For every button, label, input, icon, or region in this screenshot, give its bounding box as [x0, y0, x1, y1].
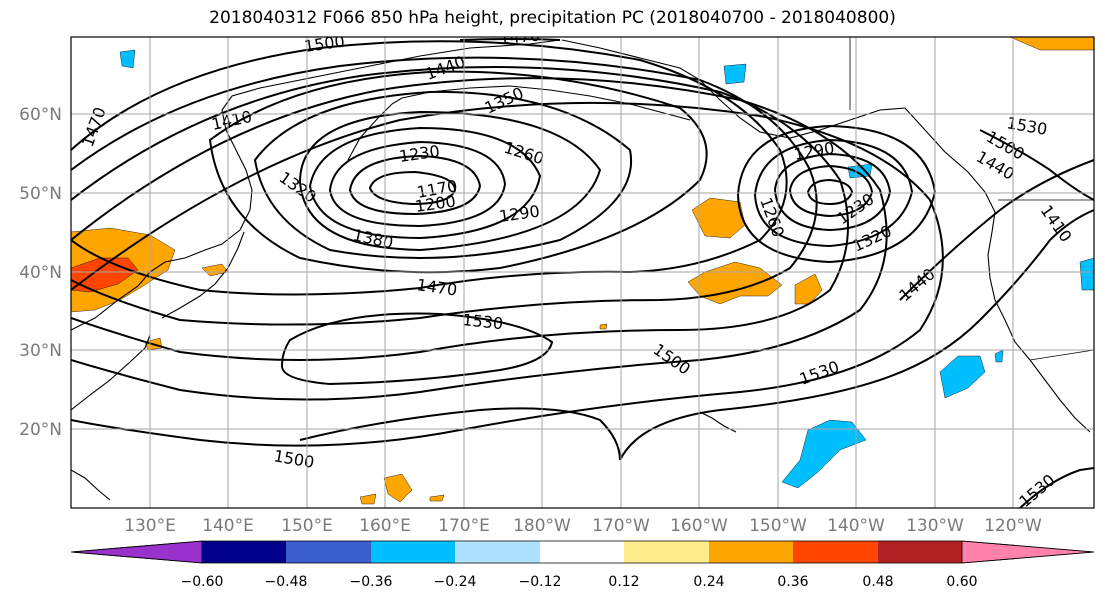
contour-1200	[348, 154, 482, 216]
coastline-alaska	[561, 39, 906, 139]
longitude-labels: 130°E 140°E 150°E 160°E 170°E 180°W 170°…	[124, 516, 1042, 536]
longitude-label: 150°W	[749, 516, 807, 536]
latitude-label: 40°N	[19, 263, 62, 283]
coastline-south-islands	[71, 469, 111, 501]
latitude-labels: 60°N 50°N 40°N 30°N 20°N	[19, 105, 62, 440]
latitude-label: 60°N	[19, 105, 62, 125]
anomaly-patch-south-4	[599, 323, 608, 330]
colorbar-label: 0.24	[693, 574, 724, 590]
anomaly-patch-south-1	[383, 473, 413, 503]
latitude-label: 20°N	[19, 420, 62, 440]
anomaly-patch-blue-4	[994, 349, 1004, 363]
longitude-label: 180°W	[513, 516, 571, 536]
colorbar-label: −0.12	[519, 574, 562, 590]
longitude-label: 150°E	[281, 516, 333, 536]
contour-1230	[328, 140, 507, 228]
anomaly-patch-california-offshore	[939, 355, 986, 399]
contour-1260-w	[308, 126, 542, 240]
contour-1500-b	[299, 407, 621, 461]
latitude-label: 50°N	[19, 184, 62, 204]
latitude-label: 30°N	[19, 341, 62, 361]
longitude-label: 160°E	[359, 516, 411, 536]
colorbar-labels: −0.60 −0.48 −0.36 −0.24 −0.12 0.12 0.24 …	[181, 574, 978, 590]
contour-1410	[71, 56, 818, 326]
longitude-label: 160°W	[670, 516, 728, 536]
contour-1170-e	[806, 178, 854, 206]
colorbar-bin	[624, 541, 709, 563]
contour-1470	[71, 77, 888, 401]
anomaly-patch-gulf-3	[794, 273, 823, 305]
colorbar-label: −0.48	[265, 574, 308, 590]
colorbar-label: 0.12	[608, 574, 639, 590]
contour-1230-e	[773, 152, 892, 232]
contour-1320-w	[253, 90, 633, 259]
contour-1500-a	[71, 101, 944, 447]
map-title: 2018040312 F066 850 hPa height, precipit…	[209, 8, 896, 28]
longitude-label: 130°E	[124, 516, 176, 536]
anomaly-patch-hawaii-east	[781, 419, 867, 489]
longitude-label: 140°W	[827, 516, 885, 536]
colorbar-bin	[793, 541, 878, 563]
longitude-label: 130°W	[906, 516, 964, 536]
coastline-japan	[161, 231, 245, 319]
contour-1260-e	[753, 138, 914, 248]
contour-label: 1530	[462, 310, 504, 333]
colorbar-label: −0.60	[181, 574, 224, 590]
contour-1380	[71, 40, 788, 296]
contour-1530-b	[619, 209, 1094, 461]
contour-1200-e	[788, 164, 874, 218]
colorbar-bin	[286, 541, 371, 563]
longitude-label: 170°E	[438, 516, 490, 536]
longitude-label: 170°W	[592, 516, 650, 536]
contour-label: 1500	[303, 31, 346, 55]
colorbar-bin	[455, 541, 540, 563]
colorbar-bin	[371, 541, 455, 563]
colorbar-label: 0.60	[946, 574, 977, 590]
colorbar-bin	[709, 541, 793, 563]
contour-1170	[368, 170, 457, 206]
anomaly-patch-blue-5	[1079, 257, 1094, 291]
colorbar-bin	[540, 541, 624, 563]
colorbar-label: −0.24	[434, 574, 477, 590]
anomaly-patch-blue-1	[119, 49, 136, 69]
anomaly-patch-south-3	[429, 494, 445, 502]
colorbar-label: 0.36	[777, 574, 808, 590]
colorbar-outline	[70, 540, 1095, 564]
coastline-aleutians	[401, 85, 691, 121]
longitude-label: 140°E	[202, 516, 254, 536]
colorbar-extend-high	[961, 540, 1095, 564]
coastline-kamchatka	[347, 97, 403, 161]
contour-1530-south	[1019, 467, 1094, 508]
anomaly-patch-south-2	[359, 493, 377, 505]
contour-1470-top	[459, 38, 561, 41]
colorbar-extend-low	[70, 540, 203, 564]
coastline-korea-china	[71, 334, 151, 411]
map-frame	[70, 36, 1095, 509]
colorbar	[70, 540, 1095, 564]
boundary-us-mexico	[1029, 349, 1094, 361]
contour-label: 1470	[499, 26, 541, 48]
anomaly-patch-blue-2	[723, 63, 747, 85]
coastline-na-west	[904, 107, 1091, 433]
longitude-label: 120°W	[984, 516, 1042, 536]
graticule	[71, 37, 1094, 508]
contour-1350	[208, 70, 708, 274]
contour-1530-center	[280, 312, 554, 386]
colorbar-bin	[202, 541, 286, 563]
anomaly-patch-canada	[1009, 37, 1094, 51]
colorbar-bin	[878, 541, 962, 563]
contour-1290-w	[298, 110, 602, 252]
colorbar-label: 0.48	[862, 574, 893, 590]
colorbar-label: −0.36	[350, 574, 393, 590]
